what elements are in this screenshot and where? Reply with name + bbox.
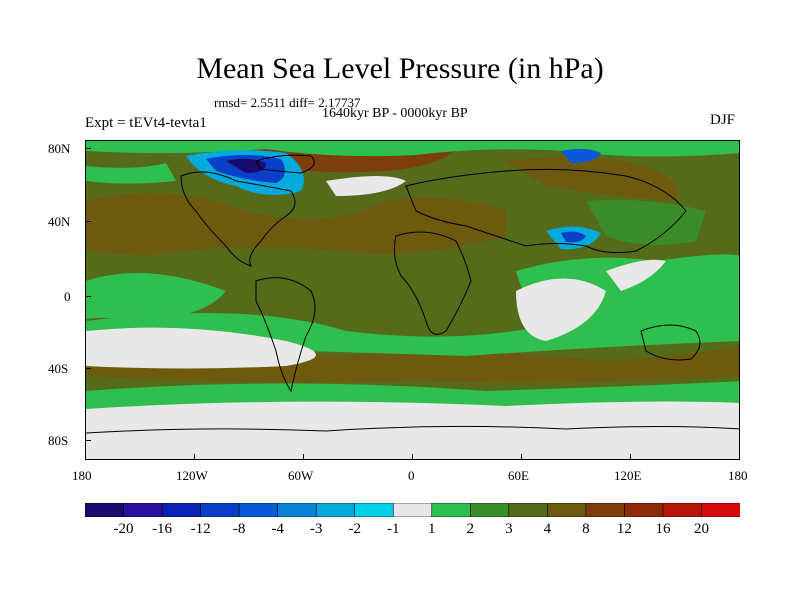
y-tick-label: 80S xyxy=(48,433,69,448)
colorbar-label: 20 xyxy=(693,521,709,537)
y-tick-label: 80N xyxy=(48,141,71,156)
y-tick xyxy=(85,368,91,369)
colorbar-label: 4 xyxy=(543,521,552,537)
field-near-zero-indian xyxy=(516,278,606,341)
colorbar-swatch xyxy=(701,503,740,517)
x-tick-label: 180 xyxy=(72,468,92,483)
x-tick-label: 0 xyxy=(408,468,415,483)
y-tick-label: 0 xyxy=(64,289,71,304)
colorbar-swatch xyxy=(547,503,587,517)
colorbar-label: 12 xyxy=(616,521,632,537)
x-tick-label: 120E xyxy=(614,468,642,483)
y-tick xyxy=(85,221,91,222)
colorbar-swatch xyxy=(624,503,664,517)
field-8hpa-asia xyxy=(506,157,678,201)
x-tick-label: 180 xyxy=(728,468,748,483)
colorbar-swatch xyxy=(392,503,433,517)
colorbar-swatch xyxy=(662,503,703,517)
season-label: DJF xyxy=(710,112,736,128)
field-near-zero-south-pacific xyxy=(86,327,316,369)
colorbar-swatch xyxy=(277,503,317,517)
stats-text: rmsd= 2.5511 diff= 2.17737 xyxy=(214,95,361,110)
coast-north-america xyxy=(180,171,296,267)
x-tick xyxy=(412,454,413,460)
field-3hpa-asia xyxy=(586,199,706,245)
colorbar-swatch xyxy=(431,503,472,517)
field-near-zero-pacific xyxy=(606,259,666,291)
field-neg4-tibet xyxy=(561,231,586,243)
x-tick xyxy=(194,454,195,460)
field-2hpa-eqpac xyxy=(86,273,226,321)
coast-antarctica xyxy=(86,425,739,434)
x-tick xyxy=(630,454,631,460)
colorbar-label: 16 xyxy=(655,521,671,537)
colorbar-label: -20 xyxy=(113,521,134,537)
colorbar-label: 2 xyxy=(466,521,475,537)
x-tick xyxy=(303,454,304,460)
colorbar-swatch xyxy=(238,503,279,517)
x-tick-label: 120W xyxy=(176,468,208,483)
colorbar-label: -2 xyxy=(348,521,361,537)
y-tick xyxy=(85,440,91,441)
x-tick-label: 60E xyxy=(508,468,529,483)
field-near-zero-atlantic xyxy=(326,176,406,196)
y-tick xyxy=(85,296,91,297)
colorbar-label: 8 xyxy=(582,521,590,537)
coastlines xyxy=(86,154,739,434)
x-tick-label: 60W xyxy=(288,468,314,483)
colorbar-swatch xyxy=(469,503,510,517)
colorbar-label: 1 xyxy=(428,521,436,537)
colorbar-label: 3 xyxy=(505,521,513,537)
pressure-field-map xyxy=(86,141,739,459)
field-2hpa-pacific xyxy=(86,163,176,184)
colorbar-swatch xyxy=(315,503,356,517)
colorbar-swatch xyxy=(200,503,240,517)
colorbar-swatch xyxy=(161,503,202,517)
colorbar-swatch xyxy=(123,503,163,517)
x-tick xyxy=(739,454,740,460)
y-tick-label: 40S xyxy=(48,361,69,376)
chart-title: Mean Sea Level Pressure (in hPa) xyxy=(196,52,604,85)
field-negative-siberia xyxy=(561,148,601,163)
colorbar-swatch xyxy=(85,503,125,517)
period-text: 1640kyr BP - 0000kyr BP xyxy=(322,106,468,121)
colorbar xyxy=(85,503,740,517)
coast-greenland xyxy=(255,154,315,174)
field-neg20-north-america xyxy=(226,158,266,173)
colorbar-label: -16 xyxy=(152,521,173,537)
coast-eurasia xyxy=(405,168,687,254)
coast-south-america xyxy=(255,277,316,393)
colorbar-label: -12 xyxy=(190,521,211,537)
y-tick-label: 40N xyxy=(48,214,71,229)
x-tick xyxy=(521,454,522,460)
field-2hpa-polar xyxy=(86,141,739,157)
colorbar-swatch xyxy=(354,503,395,517)
colorbar-label: -8 xyxy=(232,521,246,537)
field-near-zero-antarctic xyxy=(86,401,739,459)
coast-australia xyxy=(640,324,701,361)
coast-africa xyxy=(393,231,472,335)
colorbar-label: -4 xyxy=(271,521,284,537)
colorbar-swatch xyxy=(508,503,549,517)
colorbar-swatch xyxy=(585,503,626,517)
y-tick xyxy=(85,148,91,149)
map-panel xyxy=(85,140,740,460)
colorbar-label: -3 xyxy=(309,521,323,537)
field-8hpa-north xyxy=(86,193,506,256)
colorbar-label: -1 xyxy=(386,521,400,537)
x-tick xyxy=(85,454,86,460)
experiment-label: Expt = tEVt4-tevta1 xyxy=(85,115,207,131)
